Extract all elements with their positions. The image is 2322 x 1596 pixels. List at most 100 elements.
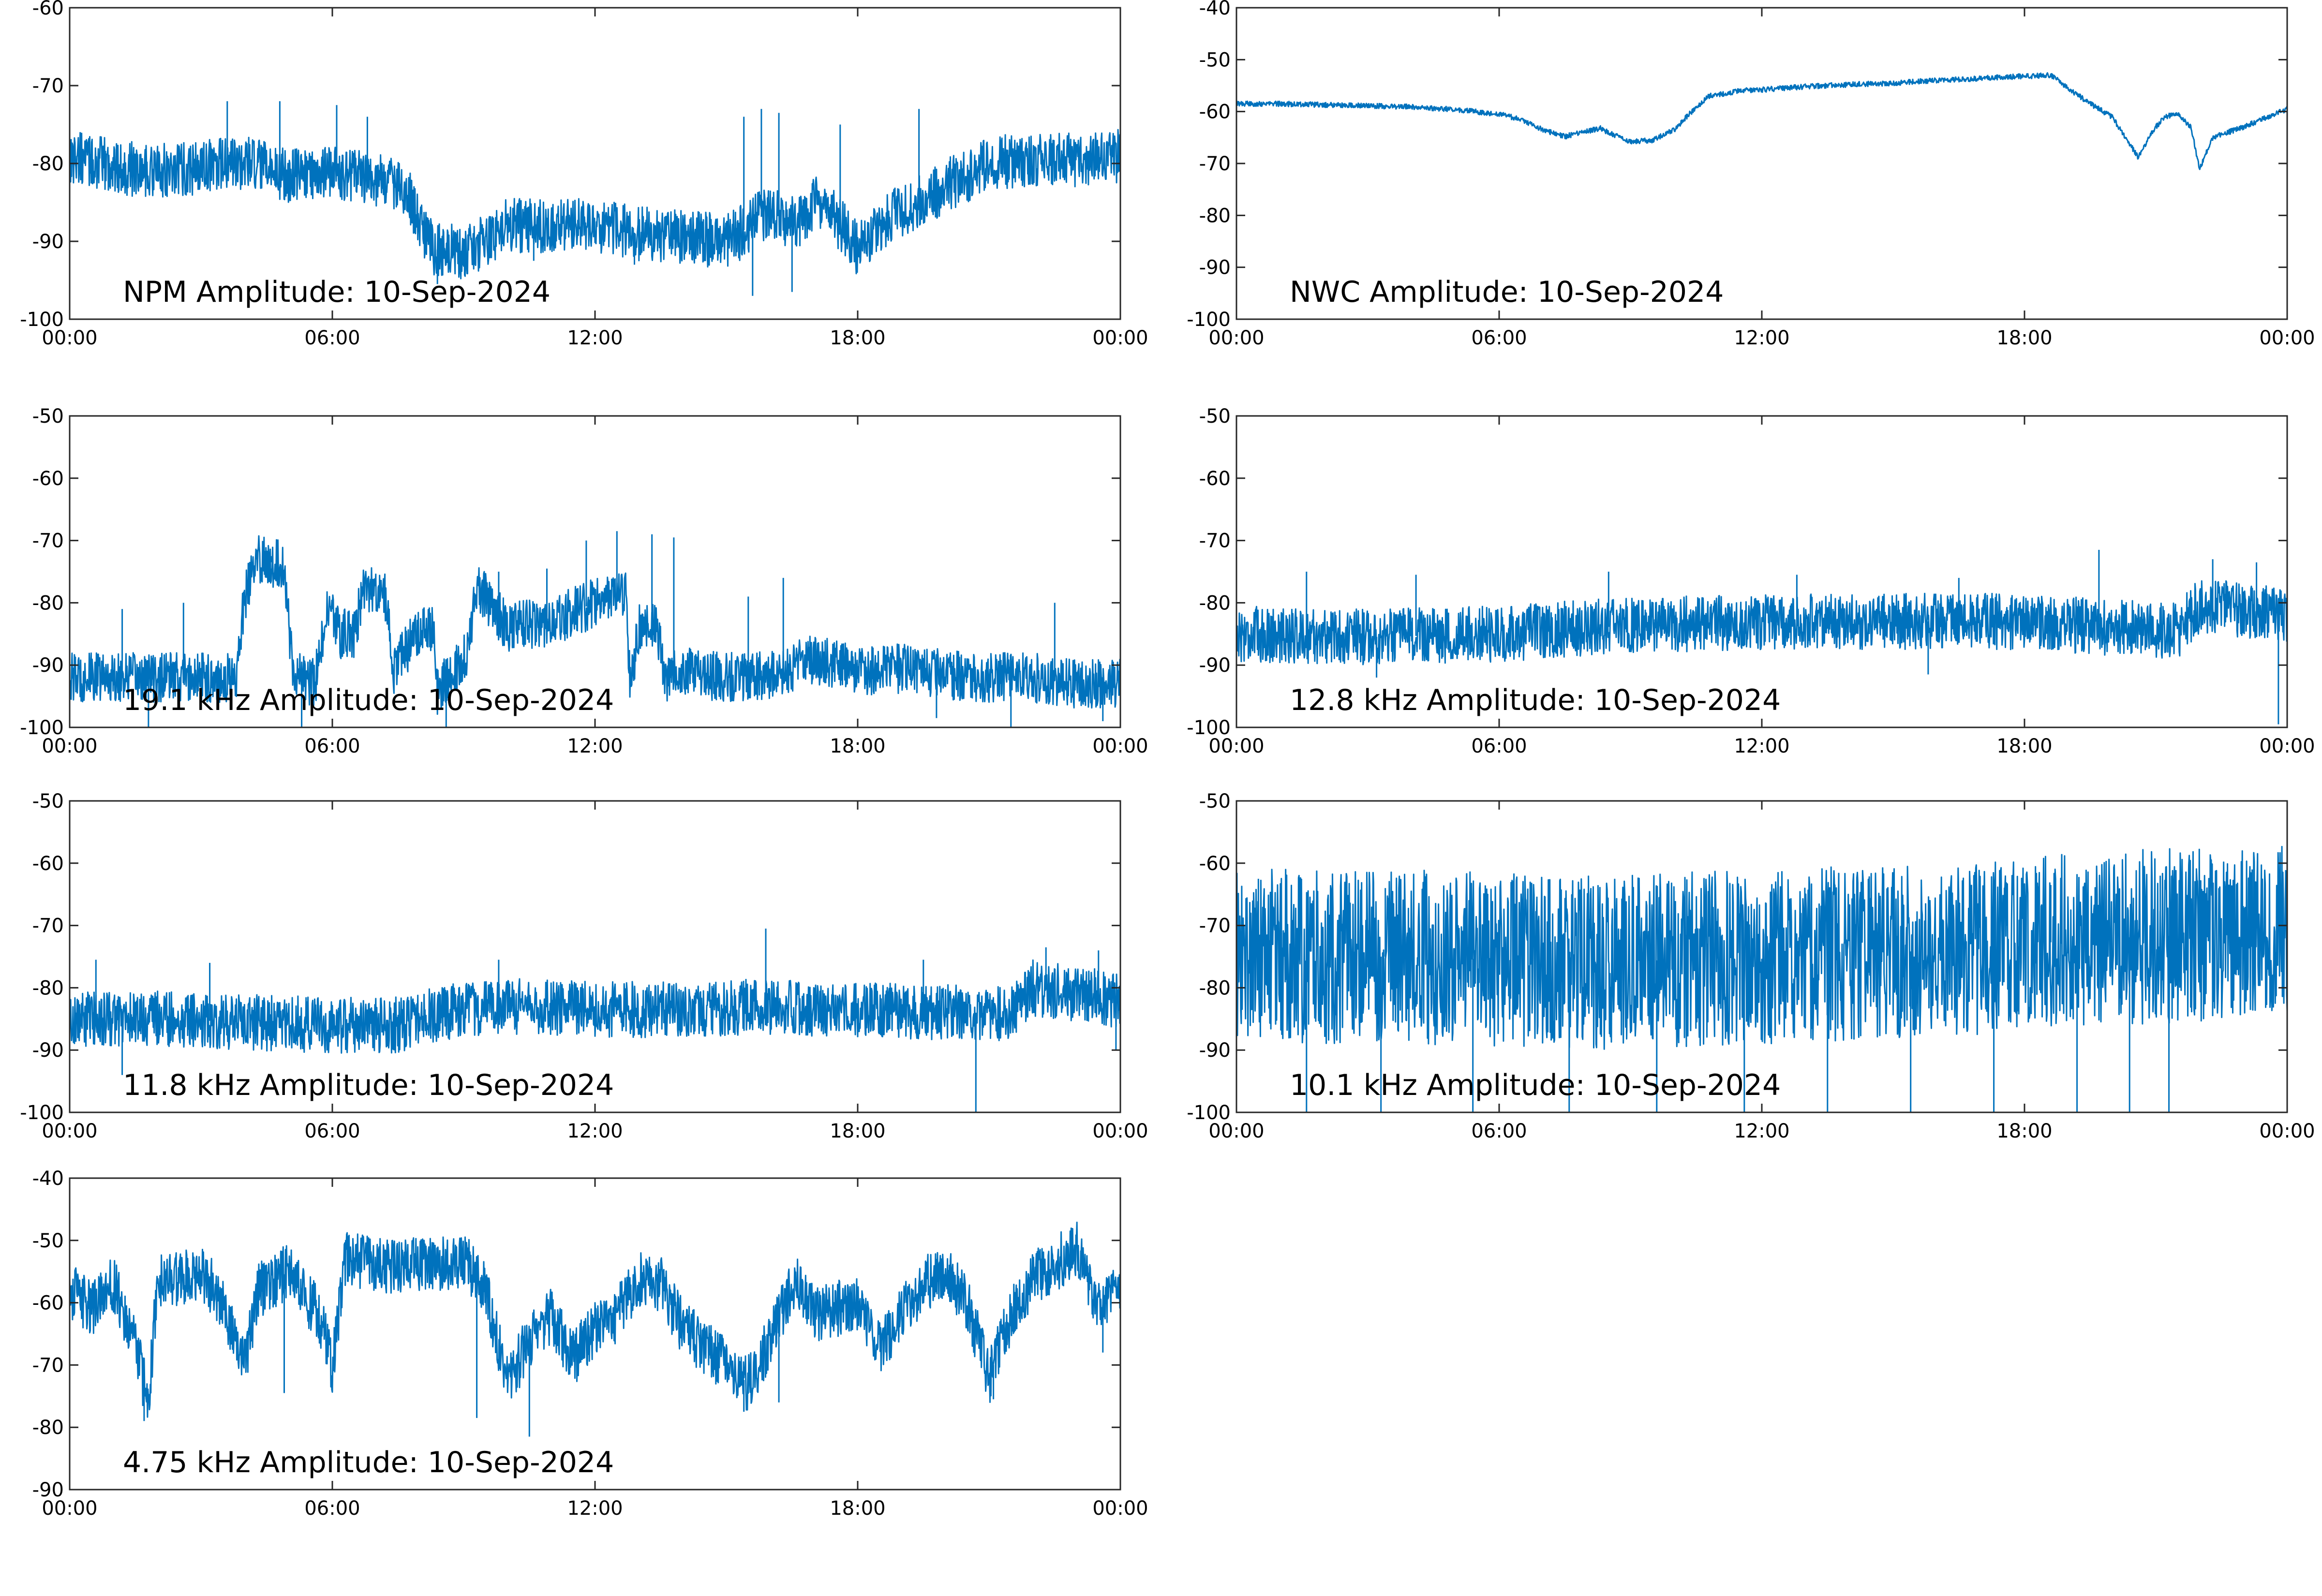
amplitude-panel: -40 -50 -60 -70 -80 -90 -100 00:00 06:00 12:00 18…	[1187, 0, 2315, 349]
amplitude-line-group	[70, 929, 1120, 1112]
y-tick-label: -80	[32, 592, 64, 614]
y-axis: -60 -70 -80 -90 -100	[20, 0, 1120, 331]
y-tick-label: -60	[32, 1292, 64, 1315]
panel-title: NPM Amplitude: 10-Sep-2024	[123, 275, 551, 309]
y-tick-label: -50	[32, 790, 64, 813]
y-tick-label: -70	[1199, 153, 1231, 175]
y-axis: -50 -60 -70 -80 -90 -100	[20, 790, 1120, 1124]
amplitude-panel: -50 -60 -70 -80 -90 -100 00:00 06:00 12:00 18:00…	[20, 790, 1148, 1142]
x-tick-label: 06:00	[304, 735, 360, 757]
x-tick-label: 00:00	[1092, 327, 1148, 349]
amplitude-line-group	[70, 101, 1120, 296]
y-tick-label: -90	[32, 654, 64, 677]
axes-frame	[1235, 415, 2288, 728]
axes-frame	[1235, 7, 2288, 320]
y-tick-label: -50	[32, 405, 64, 428]
x-tick-label: 00:00	[42, 1120, 97, 1142]
amplitude-panel: -50 -60 -70 -80 -90 -100 00:00 06:00 12:00 18:00…	[1187, 405, 2315, 757]
x-tick-label: 12:00	[1734, 327, 1789, 349]
panel-title: 10.1 kHz Amplitude: 10-Sep-2024	[1290, 1068, 1781, 1102]
y-axis: -40 -50 -60 -70 -80 -90	[32, 1167, 1120, 1501]
amplitude-panel: -50 -60 -70 -80 -90 -100 00:00 06:00 12:00 18:00…	[20, 405, 1148, 757]
y-tick-label: -60	[32, 853, 64, 875]
y-tick-label: -90	[1199, 257, 1231, 279]
y-tick-label: -70	[32, 915, 64, 937]
y-tick-label: -100	[1187, 717, 1231, 739]
y-axis: -50 -60 -70 -80 -90 -100	[1187, 790, 2287, 1124]
x-tick-label: 00:00	[1092, 1120, 1148, 1142]
x-axis: 00:00 06:00 12:00 18:00 00:00	[1208, 8, 2315, 349]
y-tick-label: -60	[32, 468, 64, 490]
x-tick-label: 00:00	[42, 735, 97, 757]
y-tick-label: -70	[1199, 915, 1231, 937]
y-tick-label: -50	[1199, 49, 1231, 71]
axes-frame	[69, 800, 1121, 1113]
x-axis: 00:00 06:00 12:00 18:00 00:00	[1208, 801, 2315, 1142]
y-tick-label: -100	[20, 309, 64, 331]
amplitude-line	[70, 535, 1120, 715]
y-tick-label: -60	[1199, 468, 1231, 490]
amplitude-line	[1236, 846, 2287, 1050]
amplitude-line	[70, 129, 1120, 280]
y-axis: -50 -60 -70 -80 -90 -100	[20, 405, 1120, 739]
panel-title: 11.8 kHz Amplitude: 10-Sep-2024	[123, 1068, 614, 1102]
x-tick-label: 00:00	[1208, 327, 1264, 349]
y-tick-label: -100	[1187, 1102, 1231, 1124]
x-tick-label: 00:00	[2259, 1120, 2315, 1142]
y-tick-label: -70	[32, 530, 64, 552]
y-tick-label: -80	[32, 977, 64, 999]
y-tick-label: -70	[32, 75, 64, 97]
y-tick-label: -90	[32, 231, 64, 253]
x-axis: 00:00 06:00 12:00 18:00 00:00	[42, 801, 1148, 1142]
x-tick-label: 00:00	[1092, 735, 1148, 757]
x-tick-label: 06:00	[1471, 735, 1527, 757]
y-tick-label: -70	[1199, 530, 1231, 552]
x-tick-label: 18:00	[830, 1120, 885, 1142]
x-tick-label: 06:00	[304, 1120, 360, 1142]
x-tick-label: 18:00	[1996, 327, 2052, 349]
y-tick-label: -50	[1199, 790, 1231, 813]
amplitude-line	[1236, 72, 2287, 170]
x-tick-label: 18:00	[1996, 735, 2052, 757]
y-tick-label: -60	[1199, 101, 1231, 123]
x-tick-label: 00:00	[42, 327, 97, 349]
y-tick-label: -100	[20, 717, 64, 739]
y-tick-label: -80	[32, 153, 64, 175]
panel-title: NWC Amplitude: 10-Sep-2024	[1290, 275, 1724, 309]
amplitude-line-group	[1236, 549, 2287, 724]
y-tick-label: -70	[32, 1354, 64, 1376]
amplitude-line-group	[1236, 72, 2287, 170]
x-tick-label: 12:00	[567, 1497, 623, 1520]
x-axis: 00:00 06:00 12:00 18:00 00:00	[42, 1178, 1148, 1520]
amplitude-panel: -50 -60 -70 -80 -90 -100 00:00 06:00 12:00 18:00…	[1187, 790, 2315, 1142]
x-tick-label: 12:00	[567, 327, 623, 349]
y-tick-label: -90	[1199, 1039, 1231, 1062]
x-tick-label: 12:00	[567, 735, 623, 757]
x-axis: 00:00 06:00 12:00 18:00 00:00	[42, 8, 1148, 349]
x-tick-label: 12:00	[1734, 1120, 1789, 1142]
panel-title: 12.8 kHz Amplitude: 10-Sep-2024	[1290, 683, 1781, 717]
x-tick-label: 06:00	[304, 1497, 360, 1520]
y-tick-label: -40	[1199, 0, 1231, 19]
amplitude-line-group	[70, 1221, 1120, 1437]
y-axis: -40 -50 -60 -70 -80 -90 -100	[1187, 0, 2287, 331]
y-tick-label: -90	[32, 1039, 64, 1062]
x-tick-label: 18:00	[830, 1497, 885, 1520]
y-tick-label: -50	[32, 1230, 64, 1252]
amplitude-line-group	[1236, 846, 2287, 1112]
panel-title: 19.1 kHz Amplitude: 10-Sep-2024	[123, 683, 614, 717]
x-tick-label: 06:00	[1471, 1120, 1527, 1142]
x-tick-label: 12:00	[1734, 735, 1789, 757]
y-tick-label: -60	[1199, 853, 1231, 875]
y-tick-label: -100	[1187, 309, 1231, 331]
y-tick-label: -50	[1199, 405, 1231, 428]
amplitude-panel: -40-50-60-70-80-90 00:00 06:00 12:00 18:00 0…	[32, 1167, 1148, 1520]
y-tick-label: -80	[1199, 977, 1231, 999]
x-tick-label: 06:00	[1471, 327, 1527, 349]
x-tick-label: 12:00	[567, 1120, 623, 1142]
panel-title: 4.75 kHz Amplitude: 10-Sep-2024	[123, 1446, 614, 1479]
x-tick-label: 00:00	[1208, 735, 1264, 757]
amplitude-line	[1236, 580, 2287, 665]
y-tick-label: -80	[1199, 592, 1231, 614]
